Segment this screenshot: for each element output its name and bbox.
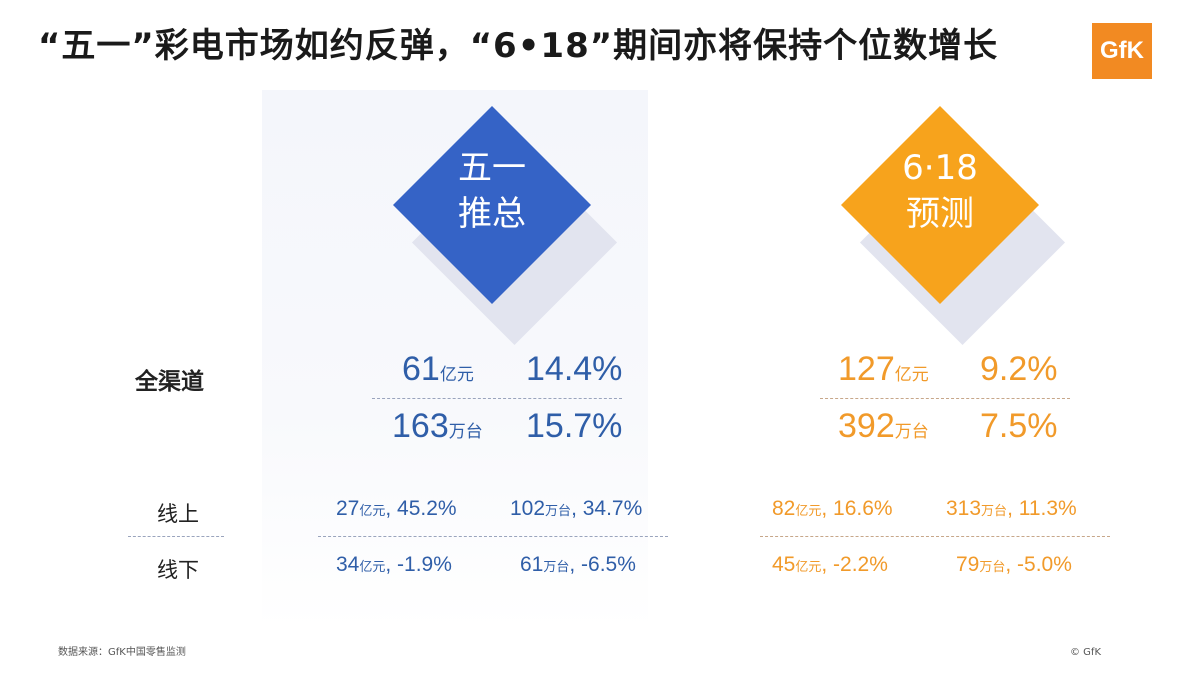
- right-offline-volume: 79万台, -5.0%: [956, 553, 1072, 577]
- label-divider: [128, 536, 224, 537]
- right-offline-amount-unit: 亿元: [795, 559, 822, 574]
- left-all-amount-unit: 亿元: [439, 365, 474, 384]
- left-all-volume-value: 163: [392, 407, 449, 445]
- right-diamond-line2: 预测: [906, 194, 974, 234]
- left-all-amount-growth: 14.4%: [526, 350, 622, 389]
- footer-copyright: © GfK: [1070, 647, 1102, 658]
- left-diamond-line1: 五一: [458, 148, 526, 188]
- right-offline-volume-value: 79: [956, 553, 980, 576]
- left-offline-amount-value: 34: [336, 553, 360, 576]
- right-offline-amount-growth: , -2.2%: [821, 553, 888, 576]
- right-all-volume-unit: 万台: [894, 422, 929, 441]
- right-online-divider: [760, 536, 1110, 537]
- left-online-amount-unit: 亿元: [359, 503, 386, 518]
- right-online-volume: 313万台, 11.3%: [946, 497, 1077, 521]
- right-online-amount-growth: , 16.6%: [821, 497, 893, 520]
- right-diamond-label: 6·18 预测: [840, 145, 1040, 275]
- left-online-amount-growth: , 45.2%: [385, 497, 457, 520]
- right-online-amount-value: 82: [772, 497, 796, 520]
- right-all-divider: [820, 398, 1070, 399]
- left-online-volume-value: 102: [510, 497, 546, 520]
- left-all-volume: 163万台: [392, 407, 483, 446]
- left-all-amount-growth-value: 14.4%: [526, 350, 623, 388]
- right-all-volume-value: 392: [838, 407, 895, 445]
- left-diamond-group: 五一 推总: [362, 95, 622, 355]
- right-all-amount-growth: 9.2%: [980, 350, 1058, 389]
- left-diamond-label: 五一 推总: [392, 145, 592, 275]
- row-label-all-channel: 全渠道: [135, 369, 204, 395]
- left-offline-amount: 34亿元, -1.9%: [336, 553, 452, 577]
- left-online-volume: 102万台, 34.7%: [510, 497, 642, 521]
- right-offline-volume-unit: 万台: [979, 559, 1006, 574]
- left-all-volume-growth: 15.7%: [526, 407, 622, 446]
- right-all-amount: 127亿元: [838, 350, 929, 389]
- right-diamond-line1: 6·18: [902, 148, 978, 188]
- row-label-offline: 线下: [157, 558, 199, 582]
- right-diamond-group: 6·18 预测: [810, 95, 1070, 355]
- right-online-amount: 82亿元, 16.6%: [772, 497, 893, 521]
- right-all-volume-growth-value: 7.5%: [980, 407, 1058, 445]
- left-all-divider: [372, 398, 622, 399]
- left-all-volume-growth-value: 15.7%: [526, 407, 623, 445]
- right-online-volume-unit: 万台: [981, 503, 1008, 518]
- right-all-amount-value: 127: [838, 350, 895, 388]
- left-offline-volume-growth: , -6.5%: [569, 553, 636, 576]
- left-online-amount-value: 27: [336, 497, 360, 520]
- right-offline-amount-value: 45: [772, 553, 796, 576]
- left-online-volume-unit: 万台: [545, 503, 572, 518]
- gfk-logo: GfK: [1092, 23, 1152, 79]
- left-offline-amount-unit: 亿元: [359, 559, 386, 574]
- right-offline-volume-growth: , -5.0%: [1005, 553, 1072, 576]
- left-all-amount-value: 61: [402, 350, 440, 388]
- page-title: “五一”彩电市场如约反弹，“6•18”期间亦将保持个位数增长: [38, 26, 999, 66]
- right-all-volume-growth: 7.5%: [980, 407, 1058, 446]
- left-offline-volume: 61万台, -6.5%: [520, 553, 636, 577]
- right-all-volume: 392万台: [838, 407, 929, 446]
- left-diamond-line2: 推总: [458, 194, 526, 234]
- right-all-amount-unit: 亿元: [894, 365, 929, 384]
- left-online-amount: 27亿元, 45.2%: [336, 497, 457, 521]
- left-offline-volume-value: 61: [520, 553, 544, 576]
- right-all-amount-growth-value: 9.2%: [980, 350, 1058, 388]
- right-online-amount-unit: 亿元: [795, 503, 822, 518]
- left-online-volume-growth: , 34.7%: [571, 497, 643, 520]
- footer-source: 数据来源：GfK中国零售监测: [58, 647, 186, 658]
- right-offline-amount: 45亿元, -2.2%: [772, 553, 888, 577]
- left-all-amount: 61亿元: [402, 350, 474, 389]
- left-online-divider: [318, 536, 668, 537]
- left-offline-volume-unit: 万台: [543, 559, 570, 574]
- right-online-volume-value: 313: [946, 497, 982, 520]
- row-label-online: 线上: [157, 502, 199, 526]
- left-all-volume-unit: 万台: [448, 422, 483, 441]
- left-offline-amount-growth: , -1.9%: [385, 553, 452, 576]
- right-online-volume-growth: , 11.3%: [1007, 497, 1077, 520]
